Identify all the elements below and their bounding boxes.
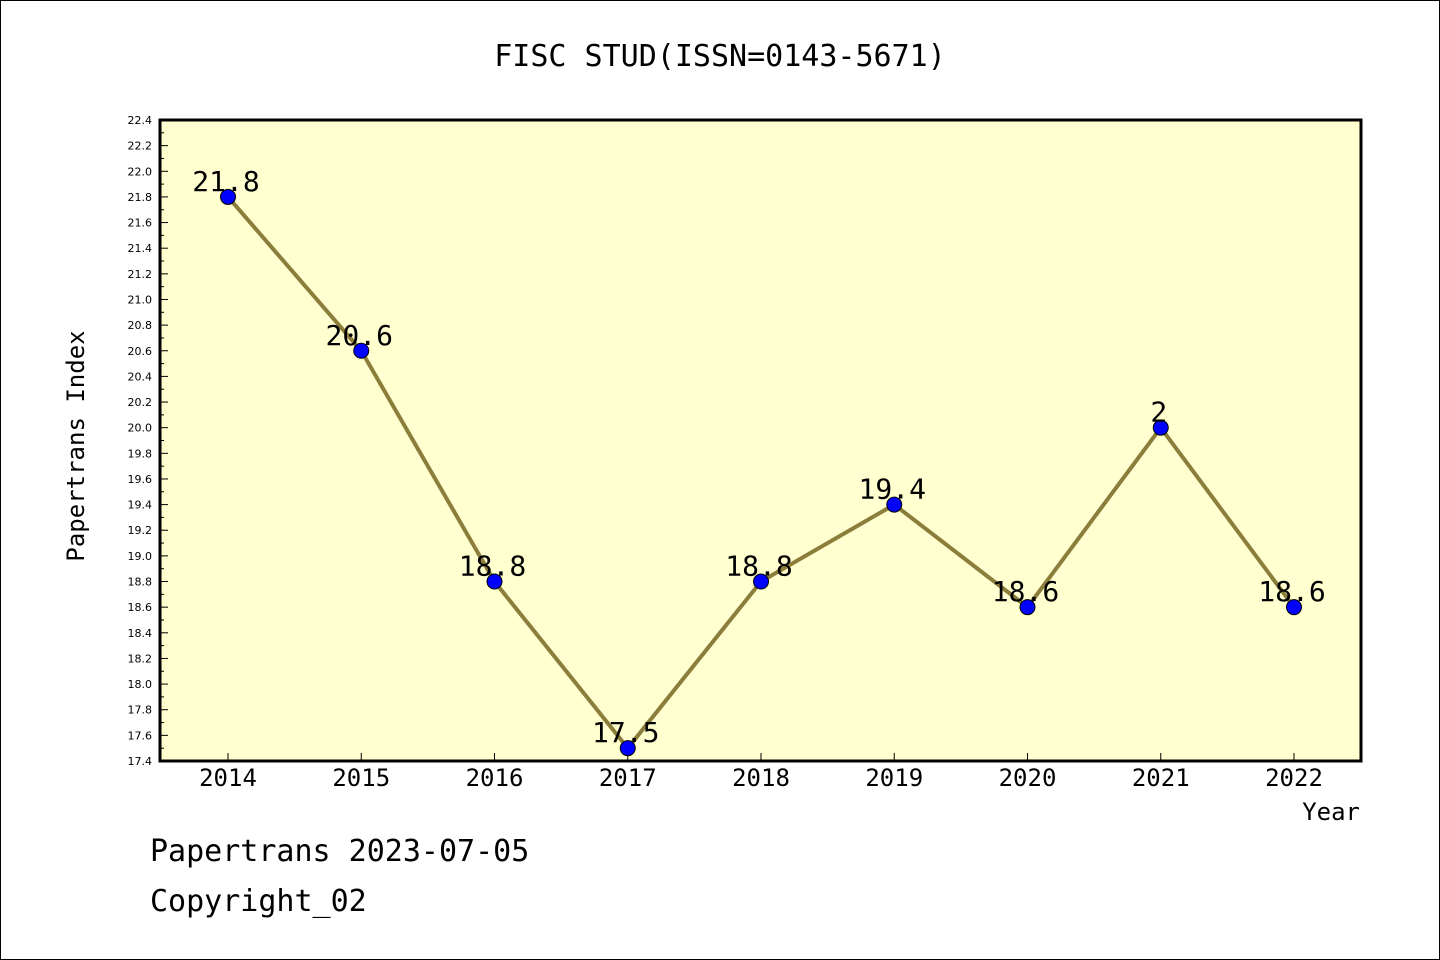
y-tick-label: 18.4	[128, 627, 153, 640]
data-label: 17.5	[592, 716, 659, 749]
plot-area	[160, 120, 1361, 761]
y-tick-label: 19.0	[128, 550, 153, 563]
y-tick-label: 21.4	[128, 242, 153, 255]
data-label: 2	[1150, 396, 1167, 429]
data-point	[353, 342, 370, 359]
y-tick-label: 22.0	[128, 165, 153, 178]
y-tick-label: 21.8	[128, 191, 153, 204]
data-label: 20.6	[326, 319, 393, 352]
data-label: 18.8	[725, 550, 792, 583]
y-tick-label: 19.2	[128, 524, 153, 537]
footer-date-line: Papertrans 2023-07-05	[150, 834, 530, 869]
y-tick-label: 20.2	[128, 396, 153, 409]
y-tick-label: 17.4	[128, 755, 153, 768]
data-label: 18.6	[1258, 575, 1325, 608]
series-layer: 21.8 20.6 18.8 17.5 18.8 19.4 18.6 2 18.6	[192, 165, 1326, 757]
data-point	[1019, 599, 1036, 616]
y-tick-label: 22.2	[128, 140, 153, 153]
x-tick-label: 2019	[865, 764, 923, 792]
x-tick-label: 2021	[1132, 764, 1190, 792]
chart-title: FISC STUD(ISSN=0143-5671)	[494, 39, 946, 74]
y-tick-label: 21.0	[128, 293, 153, 306]
y-axis: 17.4 17.6 17.8 18.0 18.2 18.4 18.6 18.8 19.0 19.2…	[128, 114, 168, 768]
y-tick-label: 18.6	[128, 601, 153, 614]
y-tick-label: 21.2	[128, 268, 153, 281]
data-point	[619, 740, 636, 757]
data-point	[486, 573, 503, 590]
y-tick-label: 17.6	[128, 729, 153, 742]
y-tick-label: 18.8	[128, 576, 153, 589]
y-axis-label: Papertrans Index	[62, 330, 90, 561]
plot-border	[158, 118, 1363, 763]
x-tick-label: 2015	[332, 764, 390, 792]
data-point	[753, 573, 769, 590]
data-point	[220, 188, 236, 205]
y-tick-label: 17.8	[128, 704, 153, 717]
y-tick-label: 19.8	[128, 447, 153, 460]
data-point	[1152, 419, 1169, 436]
y-tick-label: 20.6	[128, 345, 153, 358]
x-axis: 2014 2015 2016 2017 2018 2019 2020 2021 2022	[199, 753, 1323, 792]
data-point	[1286, 599, 1302, 616]
y-tick-label: 20.0	[128, 422, 153, 435]
y-tick-label: 22.4	[128, 114, 153, 127]
x-tick-label: 2022	[1265, 764, 1323, 792]
x-tick-label: 2018	[732, 764, 790, 792]
x-tick-label: 2014	[199, 764, 257, 792]
y-tick-label: 18.0	[128, 678, 153, 691]
x-tick-label: 2020	[999, 764, 1057, 792]
data-label: 18.8	[459, 550, 526, 583]
x-axis-label: Year	[1302, 798, 1360, 826]
y-tick-label: 19.4	[128, 499, 153, 512]
data-label: 21.8	[192, 165, 259, 198]
data-point	[886, 496, 903, 513]
y-tick-label: 20.8	[128, 319, 153, 332]
y-tick-label: 18.2	[128, 652, 153, 665]
x-tick-label: 2016	[466, 764, 524, 792]
x-tick-label: 2017	[599, 764, 657, 792]
y-tick-label: 19.6	[128, 473, 153, 486]
data-label: 19.4	[859, 473, 926, 506]
y-tick-label: 21.6	[128, 217, 153, 230]
data-label: 18.6	[992, 575, 1059, 608]
footer-copyright-line: Copyright_02	[150, 884, 367, 919]
y-tick-label: 20.4	[128, 370, 153, 383]
